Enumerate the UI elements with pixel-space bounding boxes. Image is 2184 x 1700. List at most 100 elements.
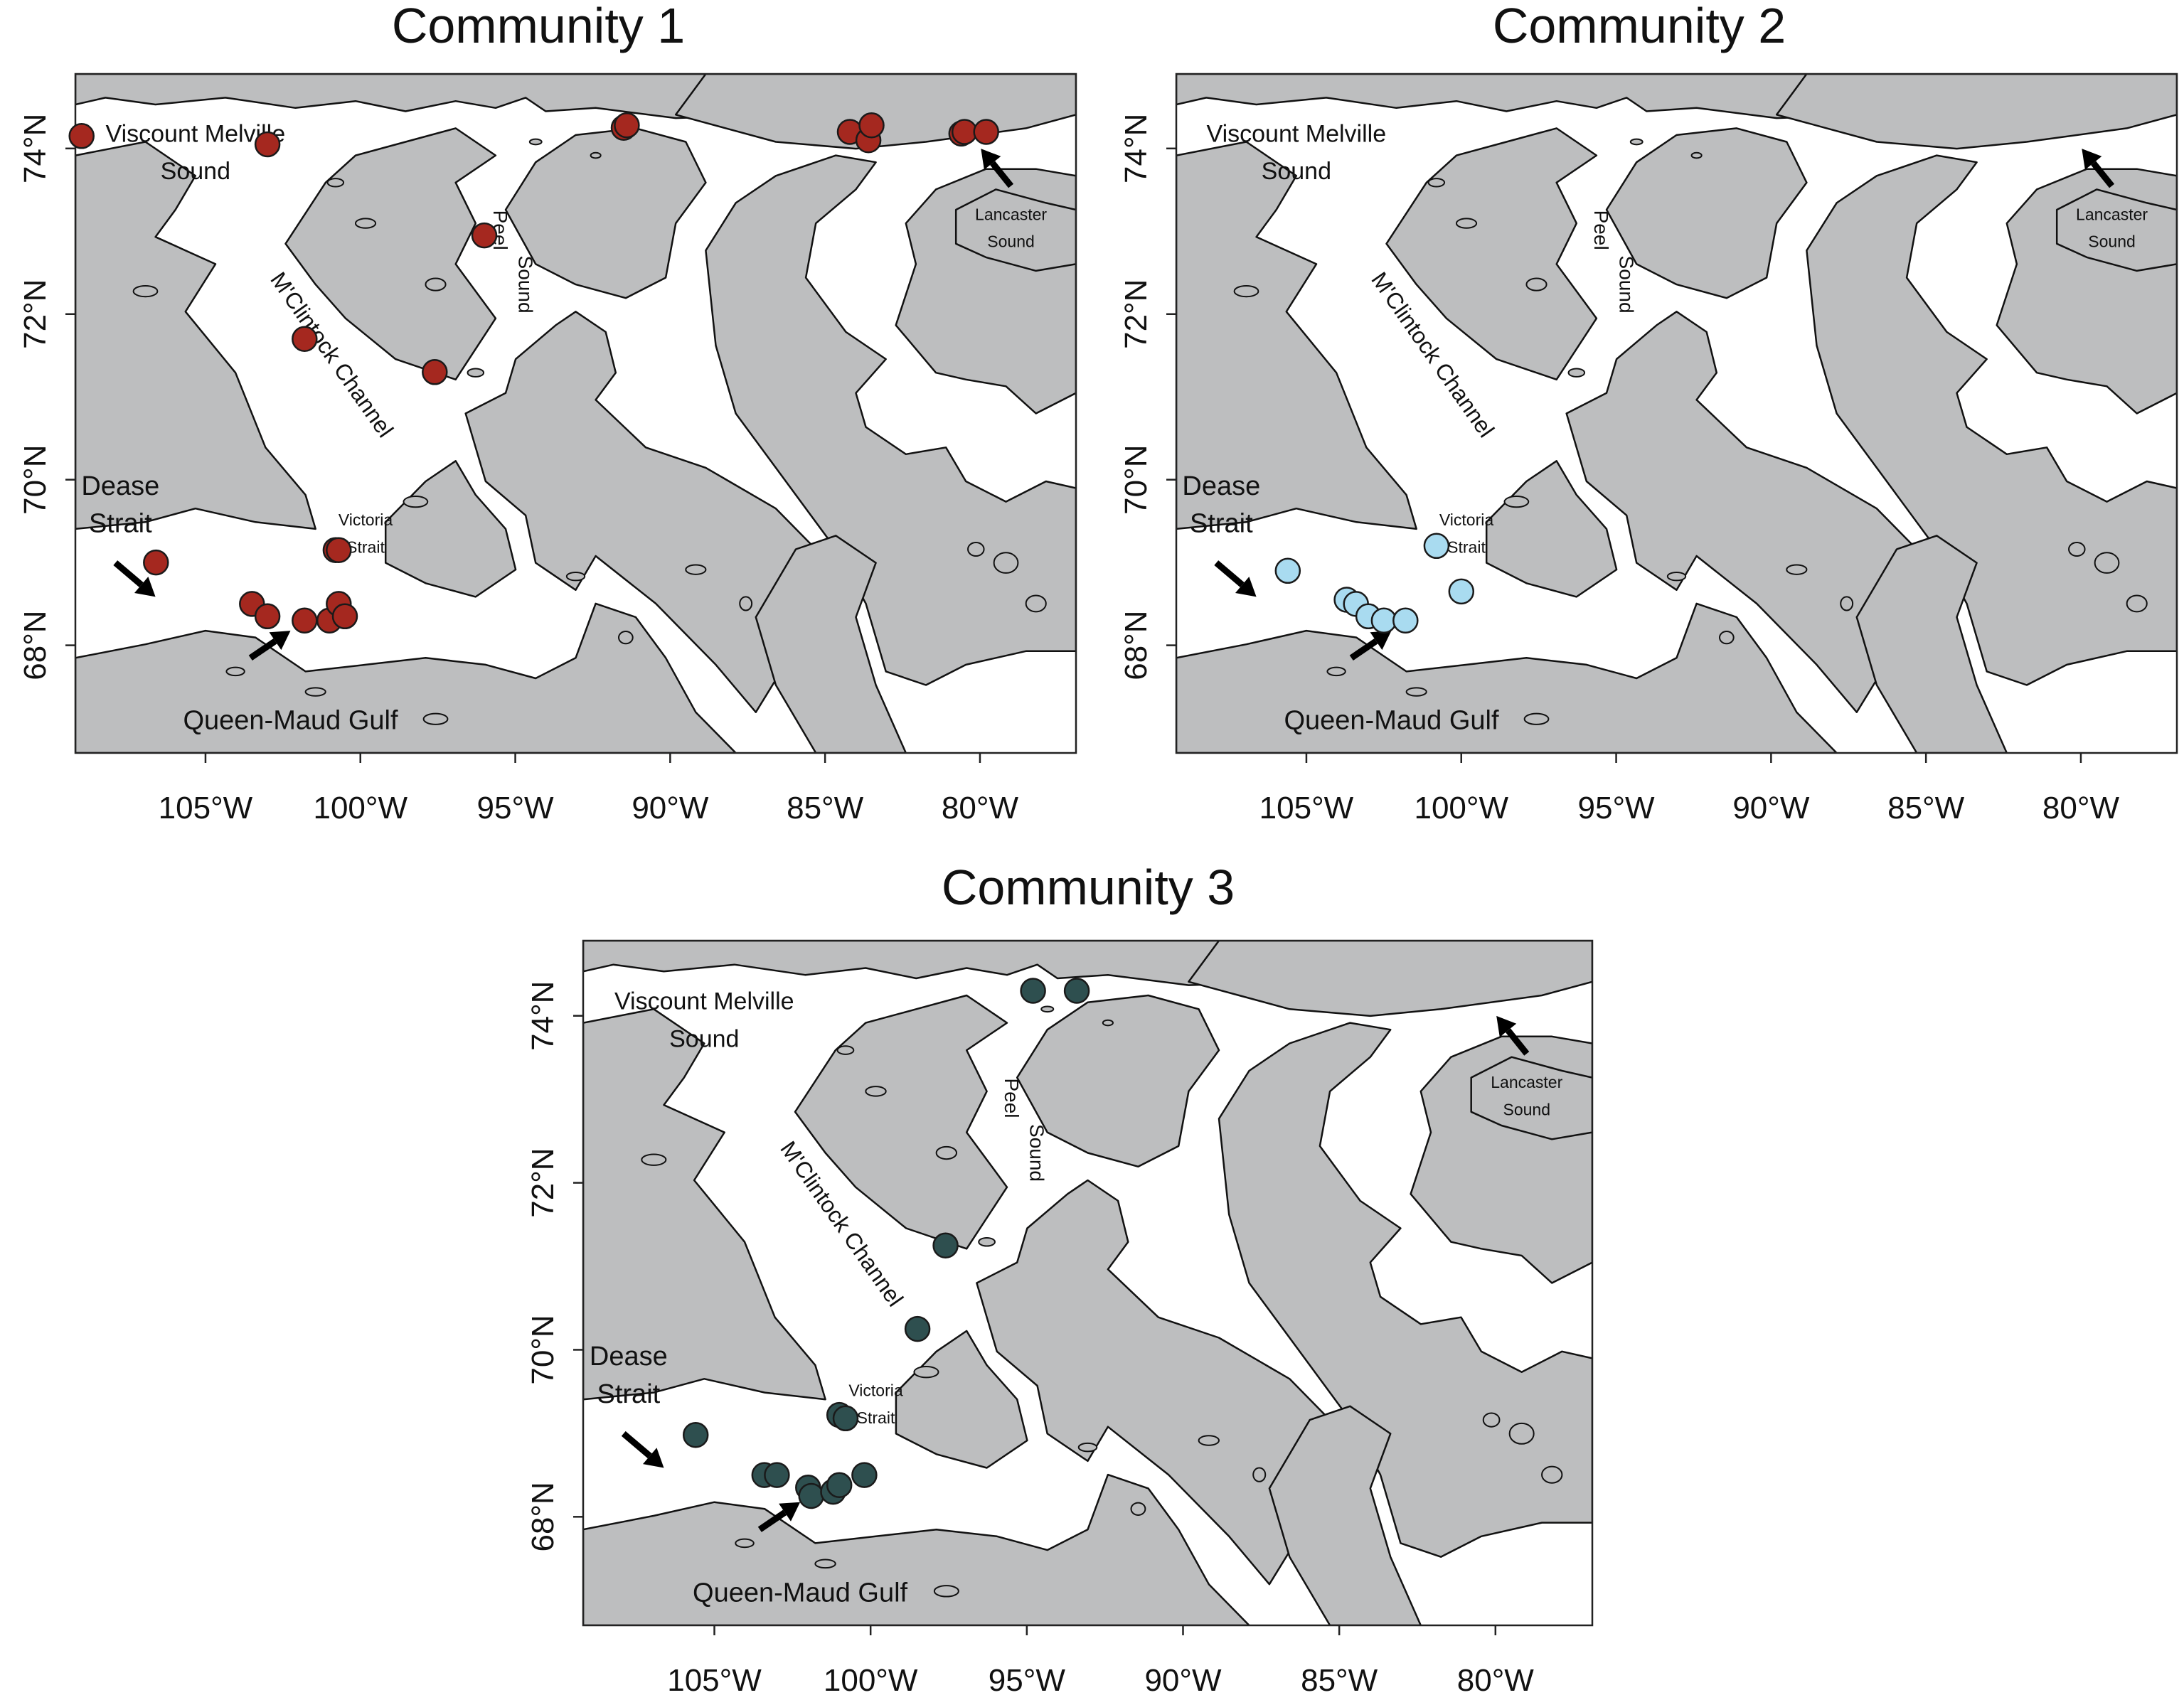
lon-tick-label: 90°W — [632, 791, 709, 825]
label-victoria-strait: Strait — [1447, 538, 1486, 556]
islet — [1719, 631, 1735, 645]
lon-tick-label: 100°W — [824, 1663, 918, 1698]
lat-tick-label: 70°N — [526, 1315, 560, 1384]
arrow-dease-strait — [1214, 560, 1257, 597]
sampling-point — [764, 1462, 790, 1488]
islet — [590, 151, 602, 159]
islet — [814, 1559, 836, 1569]
label-dease-strait: Strait — [1190, 509, 1253, 539]
islet — [836, 1045, 855, 1055]
lat-tick-label: 70°N — [1119, 445, 1154, 515]
arrow-queen-maud-gulf — [1349, 631, 1392, 661]
label-dease-strait: Strait — [89, 509, 152, 539]
arrow-queen-maud-gulf — [248, 631, 291, 661]
landmass-mainland — [75, 602, 737, 753]
islet — [528, 138, 543, 146]
sampling-point — [932, 1232, 959, 1258]
sampling-point — [614, 112, 640, 139]
map-frame — [582, 939, 1594, 1627]
islet — [326, 178, 345, 188]
islet — [1541, 1465, 1563, 1484]
sampling-point — [143, 549, 169, 576]
sampling-point — [1423, 533, 1450, 560]
sampling-point — [292, 607, 318, 634]
sampling-point — [292, 326, 318, 352]
sampling-point — [973, 119, 999, 145]
sampling-point — [1370, 607, 1397, 634]
lat-tick-label: 74°N — [526, 981, 560, 1051]
label-victoria-strait: Strait — [346, 538, 385, 556]
islet — [2126, 594, 2148, 613]
islet — [1252, 1467, 1267, 1482]
arrow-dease-strait — [621, 1431, 664, 1468]
label-victoria-strait: Victoria — [1439, 510, 1493, 529]
lon-tick-label: 85°W — [1301, 1663, 1378, 1698]
islet — [933, 1585, 959, 1598]
islet — [403, 496, 429, 508]
islet — [993, 552, 1019, 574]
label-peel-sound: Sound — [514, 256, 536, 314]
panel-title: Community 3 — [942, 860, 1235, 915]
islet — [735, 1538, 755, 1549]
map-frame — [1175, 73, 2178, 754]
sampling-point — [1063, 978, 1090, 1004]
sampling-point — [826, 1472, 853, 1498]
label-lancaster-sound: Lancaster — [1491, 1073, 1562, 1091]
arrow-lancaster-sound — [981, 149, 1014, 188]
landmass-bylot — [954, 188, 1076, 272]
islet — [685, 564, 707, 575]
arrow-dease-strait — [113, 560, 156, 597]
landmass-southeast — [1268, 1405, 1422, 1625]
label-victoria-strait: Victoria — [339, 510, 393, 529]
islet — [1040, 1005, 1055, 1013]
landmass-topRightBig — [1775, 74, 2177, 150]
lon-tick-label: 90°W — [1144, 1663, 1222, 1698]
lon-tick-label: 90°W — [1732, 791, 1810, 825]
sampling-point — [904, 1315, 931, 1342]
landmass-somerset — [1016, 994, 1220, 1168]
arrow-queen-maud-gulf — [757, 1502, 801, 1532]
islet — [1840, 596, 1854, 611]
islet — [565, 571, 586, 582]
landmass-victoriaNW — [75, 141, 316, 530]
landmass-bylot — [1470, 1056, 1592, 1140]
sampling-point — [422, 359, 448, 385]
label-lancaster-sound: Lancaster — [2076, 205, 2148, 223]
panel-title: Community 1 — [392, 0, 685, 53]
sampling-point — [254, 603, 281, 630]
lon-tick-label: 85°W — [787, 791, 864, 825]
sampling-points — [682, 978, 1090, 1509]
islet — [2068, 541, 2086, 557]
lat-tick-label: 74°N — [1119, 114, 1154, 183]
islet — [913, 1365, 939, 1379]
islet — [467, 368, 485, 378]
islet — [1130, 1502, 1146, 1516]
panel-title: Community 2 — [1493, 0, 1786, 53]
islet — [422, 712, 449, 725]
lat-tick-label: 72°N — [18, 279, 53, 349]
label-queen-maud-gulf: Queen-Maud Gulf — [1284, 706, 1498, 736]
label-peel-sound: Sound — [1026, 1124, 1048, 1182]
sampling-point — [1020, 978, 1046, 1004]
map-frame — [74, 73, 1077, 754]
lon-tick-label: 100°W — [1414, 791, 1508, 825]
land-layer — [1176, 74, 2177, 753]
islet — [1025, 594, 1047, 613]
islet — [641, 1153, 667, 1166]
sampling-point — [326, 537, 352, 563]
islet — [225, 666, 245, 677]
islet — [1427, 178, 1446, 188]
islet — [2094, 552, 2120, 574]
islet — [1455, 218, 1478, 229]
sampling-point — [682, 1421, 709, 1448]
lon-tick-label: 80°W — [942, 791, 1019, 825]
islet — [1523, 712, 1550, 725]
arrow-lancaster-sound — [1496, 1015, 1530, 1056]
landmass-victoriaNW — [1176, 141, 1417, 530]
arrow-lancaster-sound — [2082, 149, 2115, 188]
lon-tick-label: 105°W — [1259, 791, 1354, 825]
map-panel-2: Community 2 105°W 100°W 95°W 90°W 85°W 80°W 68°… — [1119, 0, 2178, 825]
label-viscount-melville: Sound — [161, 158, 230, 185]
lat-tick-label: 74°N — [18, 114, 53, 183]
